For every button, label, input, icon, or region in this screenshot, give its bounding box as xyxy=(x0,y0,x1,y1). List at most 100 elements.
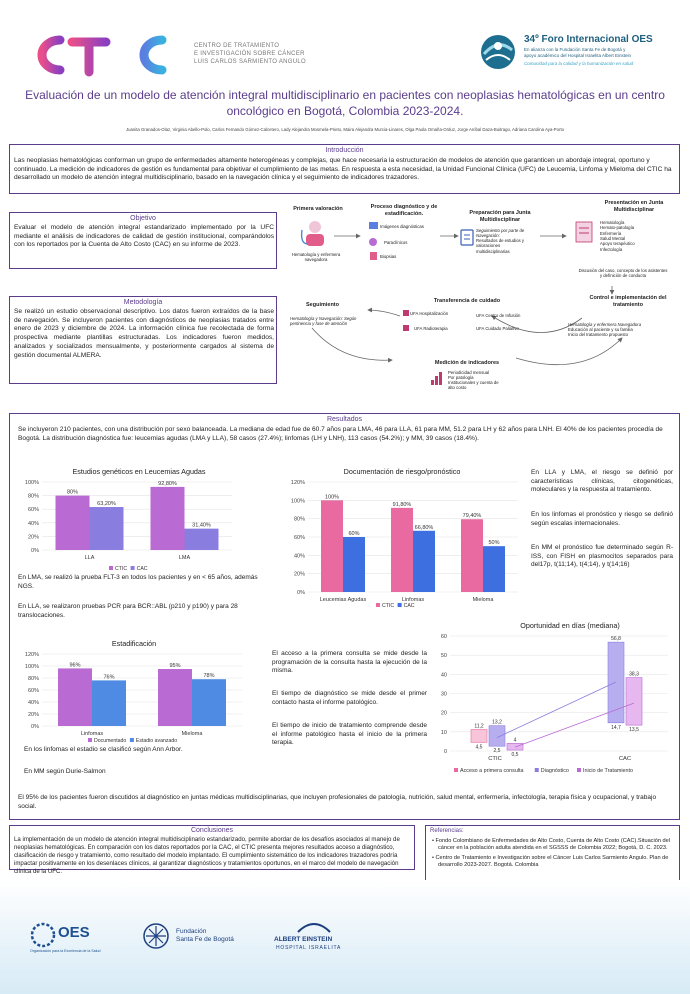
indicators-chart-icon xyxy=(431,372,442,385)
risk-p1: En LLA y LMA, el riesgo se definió por c… xyxy=(531,469,673,494)
ctic-logo-mark xyxy=(37,35,167,77)
risk-p3: En MM el pronóstico fue determinado segú… xyxy=(531,544,673,569)
y-tick-label: 100% xyxy=(25,664,39,670)
legend-label: CTIC xyxy=(115,566,127,572)
y-tick-label: 20% xyxy=(294,572,305,578)
y-tick-label: 60% xyxy=(28,688,39,694)
data-label: 100% xyxy=(325,494,339,500)
reference-2: • Centro de Tratamiento e Investigación … xyxy=(432,854,669,868)
flow-junta-item-2: Hemato-patología xyxy=(600,225,635,231)
flow-control-text-3: Inicio del tratamiento propuesto xyxy=(568,332,628,338)
chart-title: Oportunidad en días (mediana) xyxy=(520,621,620,630)
method-title: Metodología xyxy=(123,299,163,306)
flow-transferencia-title: Transferencia de cuidado xyxy=(433,298,501,304)
flow-medicion-text-4: alto costo xyxy=(448,385,467,391)
flow-medicion-text-1: Periodicidad mensual xyxy=(448,370,490,375)
flow-preparacion-text-3: multidisciplinarias xyxy=(476,248,510,254)
method-text: Se realizó un estudio observacional desc… xyxy=(14,308,274,359)
results-title: Resultados xyxy=(326,416,363,423)
y-tick-label: 50 xyxy=(441,653,447,659)
doctor-icon xyxy=(300,221,324,246)
title-line-2: oncológico en Bogotá, Colombia 2023-2024… xyxy=(226,103,464,118)
timeliness-chart: Oportunidad en días (mediana) 0 10 20 30 40 50… xyxy=(441,621,668,774)
legend-label: Diagnóstico xyxy=(541,768,569,774)
staging-chart: Estadificación 0% 20% 40% 60% 80% 100% 120% Linf… xyxy=(25,639,242,744)
forum-sub-1: En alianza con la Fundación Santa Fe de … xyxy=(524,47,626,52)
data-label: 14,7 xyxy=(611,725,621,731)
transfer-icons xyxy=(403,310,409,331)
reference-1-text: Fondo Colombiano de Enfermedades de Alto… xyxy=(435,838,670,852)
flow-seguimiento-text: Hematología y Navegación: Según pertinen… xyxy=(290,316,357,327)
lma-note: En LMA, se realizó la prueba FLT-3 en to… xyxy=(18,574,258,590)
y-tick-label: 100% xyxy=(25,480,39,486)
y-tick-label: 120% xyxy=(25,652,39,658)
objective-title: Objetivo xyxy=(130,215,156,222)
fsfb-logo: Fundación Santa Fe de Bogotá xyxy=(142,922,252,954)
chart-title: Estadificación xyxy=(112,639,156,648)
einstein-line-2: HOSPITAL ISRAELITA xyxy=(276,945,342,951)
data-label: 96% xyxy=(69,662,80,668)
flow-arrows xyxy=(311,233,623,366)
risk-p2: En los linfomas el pronóstico y riesgo s… xyxy=(531,511,673,527)
forum-tagline: Comunidad para la calidad y la humanizac… xyxy=(524,61,634,66)
forum-title: 34º Foro Internacional OES xyxy=(524,34,653,45)
einstein-logo-icon xyxy=(297,923,331,933)
bar-documentado xyxy=(158,669,192,726)
x-tick-label: Linfomas xyxy=(402,597,425,603)
legend-swatch xyxy=(109,566,113,570)
intro-section: Introducción Las neoplasias hematológica… xyxy=(9,144,680,194)
flow-primera-text: Hematología y enfermera navegadora xyxy=(291,252,341,263)
flow-proceso-item-2: Paraclínicos xyxy=(384,240,408,245)
y-tick-label: 60% xyxy=(294,535,305,541)
title-line-1: Evaluación de un modelo de atención inte… xyxy=(25,88,665,102)
logo-sub-2: E INVESTIGACIÓN SOBRE CÁNCER xyxy=(194,51,305,58)
range-box xyxy=(470,729,488,743)
conclusions-section: Conclusiones La implementación de un mod… xyxy=(9,825,415,875)
legend-label: CAC xyxy=(137,566,148,572)
chart-title: Estudios genéticos en Leucemias Agudas xyxy=(72,467,205,476)
y-tick-label: 20% xyxy=(28,712,39,718)
flow-proceso-title: Proceso diagnóstico y de estadificación. xyxy=(370,204,438,217)
intro-text: Las neoplasias hematológicas conforman u… xyxy=(14,157,672,182)
y-tick-label: 0% xyxy=(31,724,39,730)
times-p2: El tiempo de diagnóstico se mide desde e… xyxy=(272,690,427,706)
flow-junta-title: Presentación en Junta Multidisciplinar xyxy=(604,200,664,213)
trend-line xyxy=(496,681,617,738)
objective-text: Evaluar el modelo de atención integral e… xyxy=(14,224,274,249)
range-box xyxy=(488,725,506,747)
bar-ctic xyxy=(321,500,343,592)
fsfb-line-2: Santa Fe de Bogotá xyxy=(176,935,234,943)
legend-label: Acceso a primera consulta xyxy=(460,768,524,774)
x-tick-label: Mieloma xyxy=(473,597,495,603)
data-label: 38,3 xyxy=(629,672,639,678)
bar-estadio-avanzado xyxy=(192,679,226,726)
method-section: Metodología Se realizó un estudio observ… xyxy=(9,296,277,384)
flow-junta-item-5: Apoyo terapéutico xyxy=(600,241,635,247)
logo-sub-3: LUIS CARLOS SARMIENTO ANGULO xyxy=(194,59,306,66)
einstein-line-1: ALBERT EINSTEIN xyxy=(274,936,333,943)
data-label: 0,5 xyxy=(512,752,519,758)
einstein-logo: ALBERT EINSTEIN HOSPITAL ISRAELITA xyxy=(270,918,360,958)
authors: Juanita Granados-Olaz, Virginia Abello-P… xyxy=(125,127,565,132)
legend-label: Documentado xyxy=(94,738,126,744)
flow-transferencia-item-1: UFA Hospitalización xyxy=(410,311,449,316)
results-section: Resultados Se incluyeron 210 pacientes, … xyxy=(9,413,680,820)
team-icon xyxy=(575,221,593,243)
trend-line xyxy=(514,702,635,748)
legend-label: CTIC xyxy=(382,603,394,609)
y-tick-label: 0 xyxy=(444,749,447,755)
range-box xyxy=(625,677,643,726)
data-label: 76% xyxy=(103,674,114,680)
flow-control-text-1: Hematología y enfermera Navegadora xyxy=(568,322,642,327)
x-tick-label: CAC xyxy=(619,756,631,762)
range-box xyxy=(607,641,625,724)
ctic-logo: CENTRO DE TRATAMIENTO E INVESTIGACIÓN SO… xyxy=(22,30,362,80)
flow-transferencia-item-2: UFA Centro de Infusión xyxy=(476,313,521,318)
data-label: 80% xyxy=(67,490,78,496)
intro-title: Introducción xyxy=(325,147,364,154)
fsfb-logo-icon xyxy=(143,923,169,949)
reference-1: • Fondo Colombiano de Enfermedades de Al… xyxy=(432,838,670,852)
x-tick-label: Mieloma xyxy=(182,731,204,737)
flow-medicion-text-2: Por patología xyxy=(448,375,474,381)
flow-junta-item-4: Salud Mental xyxy=(600,236,626,242)
